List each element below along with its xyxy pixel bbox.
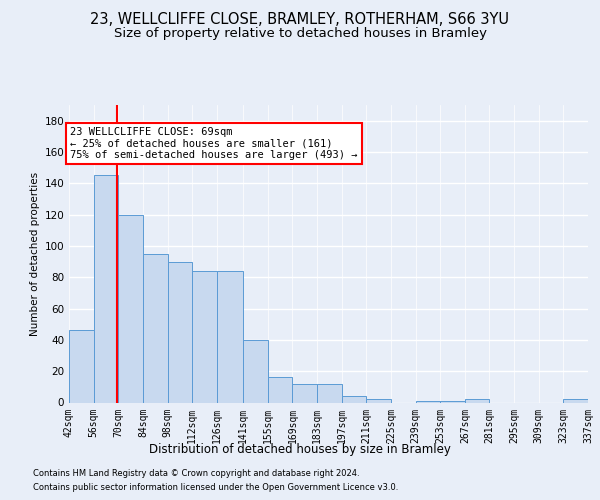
Bar [243,340,268,402]
Bar [416,401,440,402]
Bar [69,330,94,402]
Bar [563,400,588,402]
Bar [94,176,118,402]
Bar [317,384,341,402]
Bar [341,396,367,402]
Bar [118,214,143,402]
Text: Size of property relative to detached houses in Bramley: Size of property relative to detached ho… [113,28,487,40]
Bar [440,401,465,402]
Bar [217,271,243,402]
Text: 23, WELLCLIFFE CLOSE, BRAMLEY, ROTHERHAM, S66 3YU: 23, WELLCLIFFE CLOSE, BRAMLEY, ROTHERHAM… [91,12,509,28]
Bar [465,400,490,402]
Text: Contains public sector information licensed under the Open Government Licence v3: Contains public sector information licen… [33,484,398,492]
Text: Distribution of detached houses by size in Bramley: Distribution of detached houses by size … [149,444,451,456]
Text: Contains HM Land Registry data © Crown copyright and database right 2024.: Contains HM Land Registry data © Crown c… [33,468,359,477]
Bar [167,262,192,402]
Bar [292,384,317,402]
Y-axis label: Number of detached properties: Number of detached properties [30,172,40,336]
Bar [192,271,217,402]
Bar [143,254,167,402]
Bar [367,400,391,402]
Bar [268,378,292,402]
Text: 23 WELLCLIFFE CLOSE: 69sqm
← 25% of detached houses are smaller (161)
75% of sem: 23 WELLCLIFFE CLOSE: 69sqm ← 25% of deta… [70,127,358,160]
